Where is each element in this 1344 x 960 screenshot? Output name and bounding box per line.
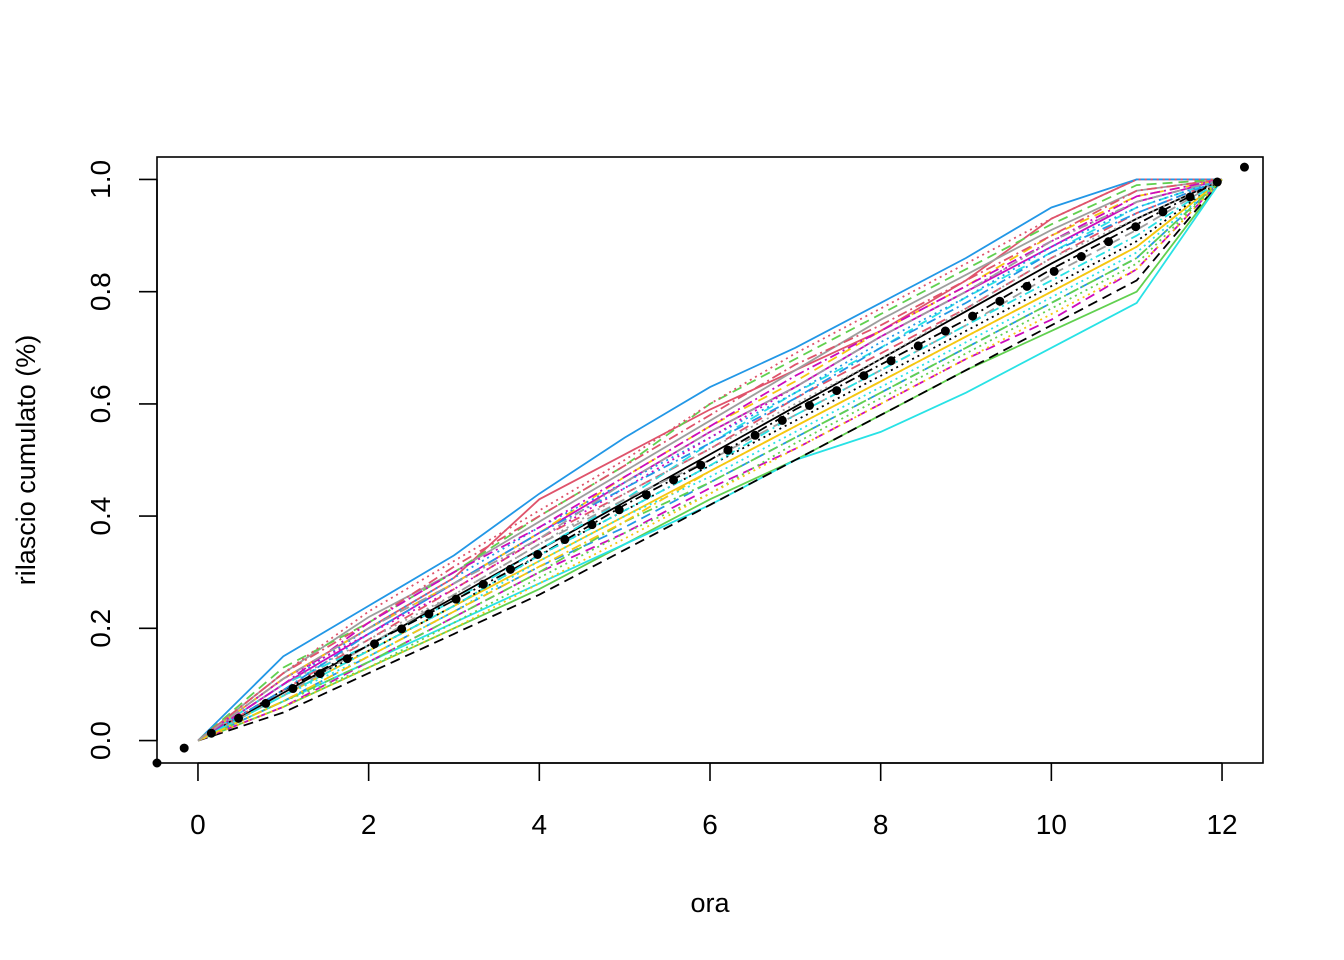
series-line xyxy=(197,178,1223,742)
mean-line xyxy=(152,152,1268,768)
x-tick-label: 0 xyxy=(190,809,206,840)
series-line xyxy=(197,178,1223,742)
series-line xyxy=(197,178,1223,742)
series-line xyxy=(197,178,1223,742)
y-tick-label: 0.6 xyxy=(85,384,116,423)
series-line xyxy=(197,178,1222,742)
y-axis-title: rilascio cumulato (%) xyxy=(11,335,41,586)
series-line xyxy=(197,178,1223,742)
mean-layer xyxy=(152,152,1268,768)
series-line xyxy=(197,178,1223,742)
y-axis: 0.0 0.2 0.4 0.6 0.8 1.0 xyxy=(85,160,158,760)
series-layer xyxy=(197,178,1223,742)
x-tick-label: 12 xyxy=(1206,809,1237,840)
series-line xyxy=(197,178,1223,742)
x-tick-label: 2 xyxy=(361,809,377,840)
series-line xyxy=(197,178,1223,742)
y-tick-label: 0.0 xyxy=(85,721,116,760)
series-line xyxy=(197,178,1223,742)
series-line xyxy=(197,178,1223,742)
x-tick-label: 4 xyxy=(532,809,548,840)
x-tick-label: 6 xyxy=(702,809,718,840)
x-axis-title: ora xyxy=(690,888,730,918)
y-tick-label: 0.4 xyxy=(85,497,116,536)
series-line xyxy=(197,178,1223,742)
series-line xyxy=(197,178,1223,742)
y-tick-label: 0.8 xyxy=(85,272,116,311)
x-tick-label: 10 xyxy=(1036,809,1067,840)
series-line xyxy=(197,178,1223,742)
x-tick-label: 8 xyxy=(873,809,889,840)
y-tick-label: 1.0 xyxy=(85,160,116,199)
series-line xyxy=(197,178,1223,742)
series-line xyxy=(197,178,1223,742)
series-line xyxy=(197,178,1222,742)
x-axis: 0 2 4 6 8 10 12 xyxy=(190,762,1238,840)
y-tick-label: 0.2 xyxy=(85,609,116,648)
